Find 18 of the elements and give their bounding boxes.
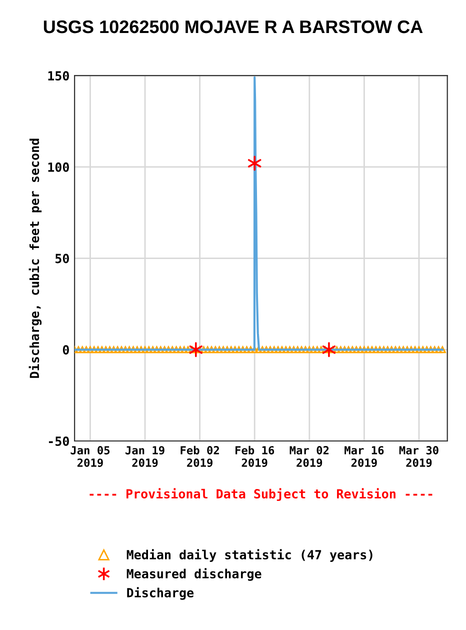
x-tick-label: Feb 16 2019 <box>236 446 274 467</box>
y-tick-label: 100 <box>48 162 69 172</box>
x-tick-label: Feb 02 2019 <box>180 446 219 467</box>
legend-label: Median daily statistic (47 years) <box>126 549 372 562</box>
x-tick-label: Jan 19 2019 <box>126 446 164 467</box>
y-tick-label: 0 <box>62 345 69 355</box>
chart-title: USGS 10262500 MOJAVE R A BARSTOW CA <box>44 20 423 34</box>
x-tick-label: Jan 05 2019 <box>70 446 110 467</box>
x-tick-label: Mar 16 2019 <box>344 446 384 467</box>
legend-label: Discharge <box>127 587 194 600</box>
legend-label: Measured discharge <box>126 568 262 581</box>
y-tick-label: 50 <box>56 254 69 264</box>
text: ---- Provisional Data Subject to Revision ---- <box>90 488 432 501</box>
y-axis-title: Discharge, cubic feet per second <box>28 138 42 378</box>
x-tick-label: Mar 02 2019 <box>290 446 329 467</box>
x-tick-label: Mar 30 2019 <box>399 446 438 467</box>
y-tick-label: -50 <box>48 436 69 446</box>
y-tick-label: 150 <box>48 71 69 81</box>
